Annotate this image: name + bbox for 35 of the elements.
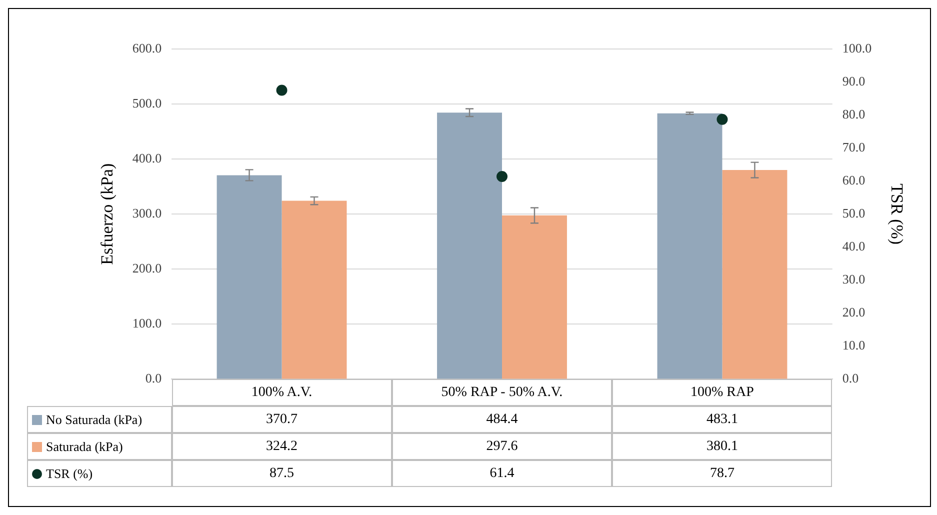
y-tick-label: 400.0 — [132, 150, 162, 166]
data-label: 370.7 — [172, 406, 392, 434]
y2-tick-label: 70.0 — [842, 139, 866, 154]
data-label: 297.6 — [392, 433, 612, 460]
legend-label: Saturada (kPa) — [46, 438, 123, 455]
y2-tick-label: 20.0 — [842, 304, 866, 320]
y-tick-label: 100.0 — [132, 316, 162, 331]
y2-tick-label: 100.0 — [842, 40, 872, 56]
y-tick-label: 300.0 — [132, 206, 162, 221]
y2-axis-title: TSR (%) — [887, 184, 906, 245]
y2-tick-label: 80.0 — [842, 106, 866, 122]
y2-tick-label: 90.0 — [842, 73, 866, 88]
y2-tick-label: 50.0 — [842, 206, 866, 221]
data-label: 324.2 — [172, 433, 392, 460]
y2-tick-label: 10.0 — [842, 338, 866, 353]
y-tick-label: 0.0 — [145, 370, 162, 386]
data-label: 380.1 — [612, 433, 832, 460]
y-tick-label: 600.0 — [132, 40, 162, 56]
y-axis-title: Esfuerzo (kPa) — [98, 163, 117, 265]
x-tick-label: 100% A.V. — [172, 379, 392, 406]
y2-tick-label: 0.0 — [842, 370, 859, 386]
y2-tick-label: 40.0 — [842, 238, 866, 254]
data-label: 87.5 — [172, 460, 392, 488]
y2-tick-label: 60.0 — [842, 172, 866, 188]
legend-label: No Saturada (kPa) — [46, 412, 142, 428]
data-label: 484.4 — [392, 406, 612, 434]
legend-label: TSR (%) — [46, 466, 93, 482]
y2-tick-label: 30.0 — [842, 272, 866, 287]
y-tick-label: 200.0 — [132, 260, 162, 276]
data-label: 483.1 — [612, 406, 832, 434]
data-label: 78.7 — [612, 460, 832, 488]
x-tick-label: 50% RAP - 50% A.V. — [392, 379, 612, 406]
x-tick-label: 100% RAP — [612, 379, 832, 406]
data-label: 61.4 — [392, 460, 612, 488]
y-tick-label: 500.0 — [132, 95, 162, 110]
